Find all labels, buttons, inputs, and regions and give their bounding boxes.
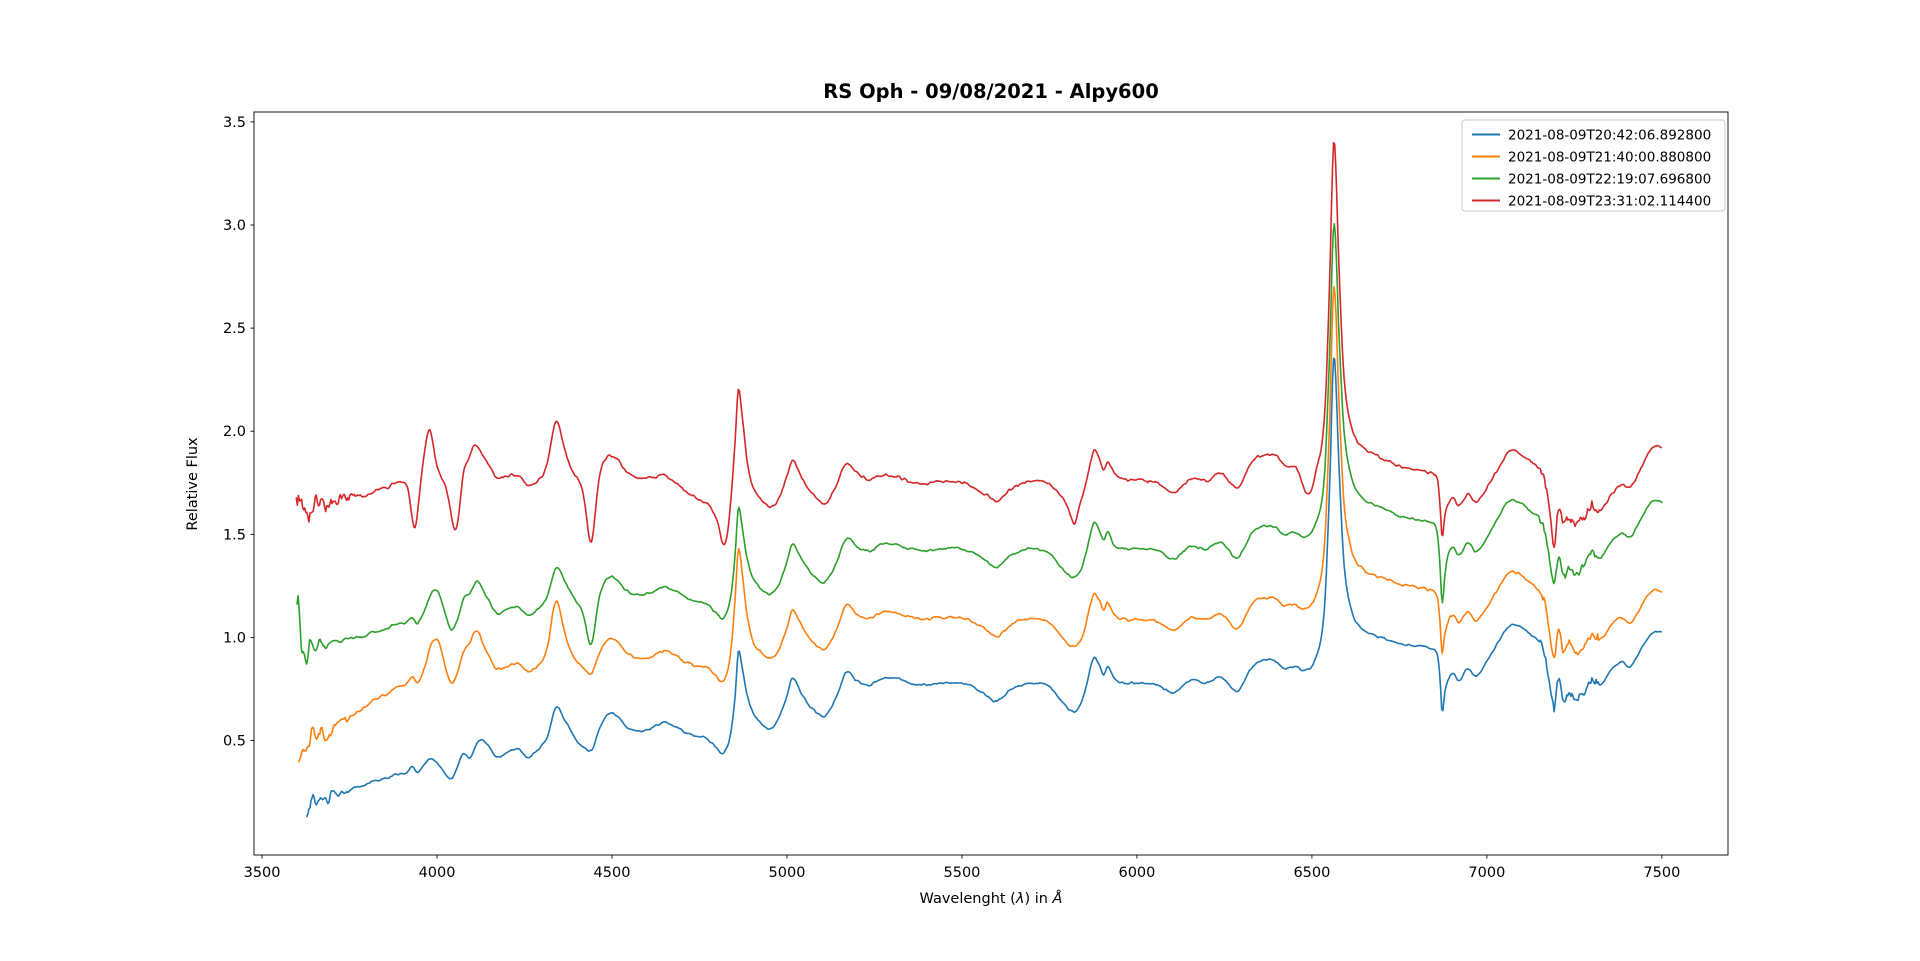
y-axis-label: Relative Flux <box>185 437 201 531</box>
x-tick-label: 6500 <box>1293 865 1330 881</box>
plot-border <box>253 111 1729 856</box>
axes: 3500 4000 4500 5000 5500 6000 6500 7000 7500 0.5 1… <box>223 111 1729 881</box>
legend-label: 2021-08-09T21:40:00.880800 <box>1508 149 1711 165</box>
x-tick-label: 7000 <box>1468 865 1505 881</box>
y-tick-label: 0.5 <box>223 734 246 750</box>
legend-box <box>1461 119 1726 212</box>
y-tick-label: 2.5 <box>223 321 246 337</box>
y-tick-label: 3.5 <box>223 115 246 131</box>
series-line-2 <box>298 285 1663 763</box>
series-curves <box>295 141 1663 818</box>
legend-entry: 2021-08-09T20:42:06.892800 <box>1472 127 1711 143</box>
legend-entry: 2021-08-09T23:31:02.114400 <box>1472 193 1711 209</box>
chart-title: RS Oph - 09/08/2021 - Alpy600 <box>823 80 1159 103</box>
legend-entry: 2021-08-09T21:40:00.880800 <box>1472 149 1711 165</box>
x-tick-label: 7500 <box>1643 865 1680 881</box>
series-line-1 <box>306 357 1662 818</box>
legend-entry: 2021-08-09T22:19:07.696800 <box>1472 171 1711 187</box>
y-tick-label: 1.0 <box>223 630 246 646</box>
y-tick-label: 1.5 <box>223 527 246 543</box>
x-tick-label: 4000 <box>419 865 456 881</box>
y-tick-label: 3.0 <box>223 218 246 234</box>
legend-label: 2021-08-09T22:19:07.696800 <box>1508 171 1711 187</box>
x-tick-label: 5500 <box>944 865 981 881</box>
x-axis-label: Wavelenght (λ) in Å <box>920 890 1063 907</box>
legend-label: 2021-08-09T20:42:06.892800 <box>1508 127 1711 143</box>
legend: 2021-08-09T20:42:06.892800 2021-08-09T21:… <box>1461 119 1726 212</box>
x-tick-label: 4500 <box>594 865 631 881</box>
y-tick-label: 2.0 <box>223 424 246 440</box>
legend-label: 2021-08-09T23:31:02.114400 <box>1508 193 1711 209</box>
series-line-3 <box>296 223 1663 665</box>
x-tick-label: 6000 <box>1118 865 1155 881</box>
x-tick-label: 5000 <box>769 865 806 881</box>
series-line-4 <box>295 141 1662 549</box>
x-tick-label: 3500 <box>244 865 281 881</box>
